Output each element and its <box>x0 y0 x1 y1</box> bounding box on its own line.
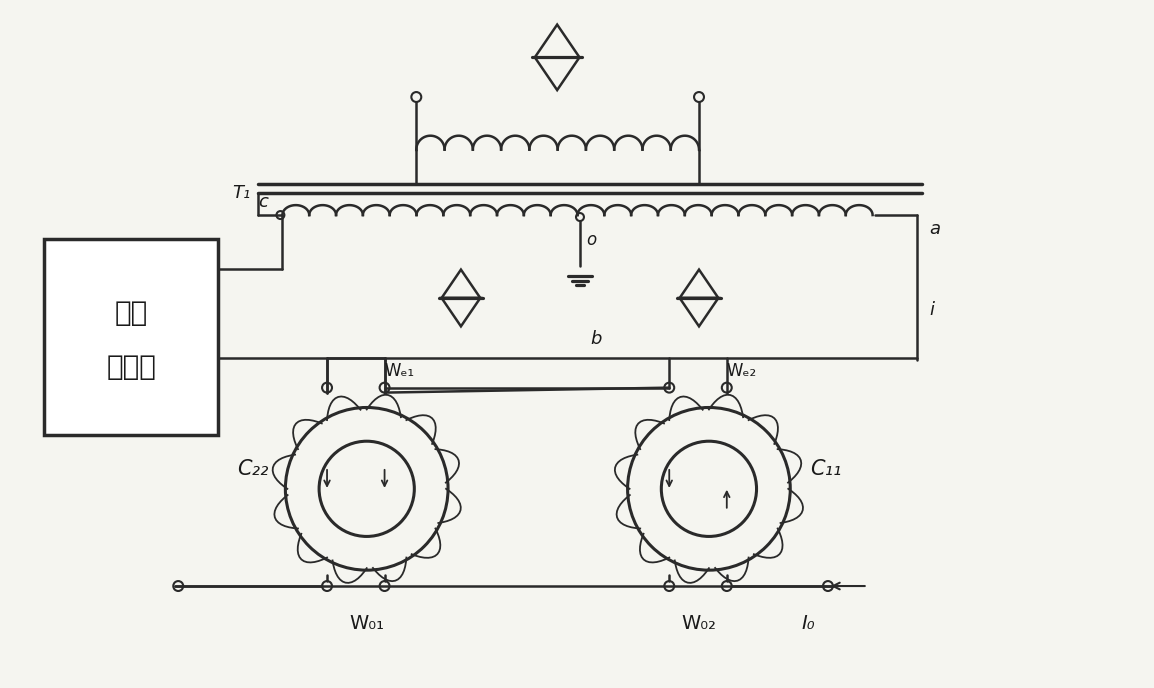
Text: Wₑ₁: Wₑ₁ <box>384 362 414 380</box>
Text: Wₑ₂: Wₑ₂ <box>727 362 757 380</box>
Bar <box>44 239 218 436</box>
Text: c: c <box>258 193 269 211</box>
Text: o: o <box>586 231 597 249</box>
Text: 峰差: 峰差 <box>114 299 148 327</box>
Text: C₁₁: C₁₁ <box>810 459 841 479</box>
Text: C₂₂: C₂₂ <box>237 459 269 479</box>
Text: 检波器: 检波器 <box>106 352 156 380</box>
Text: a: a <box>929 220 941 238</box>
Text: W₀₁: W₀₁ <box>350 614 384 633</box>
Text: W₀₂: W₀₂ <box>682 614 717 633</box>
Text: i: i <box>929 301 934 319</box>
Text: I₀: I₀ <box>801 614 815 633</box>
Text: T₁: T₁ <box>232 184 250 202</box>
Text: b: b <box>590 330 601 348</box>
